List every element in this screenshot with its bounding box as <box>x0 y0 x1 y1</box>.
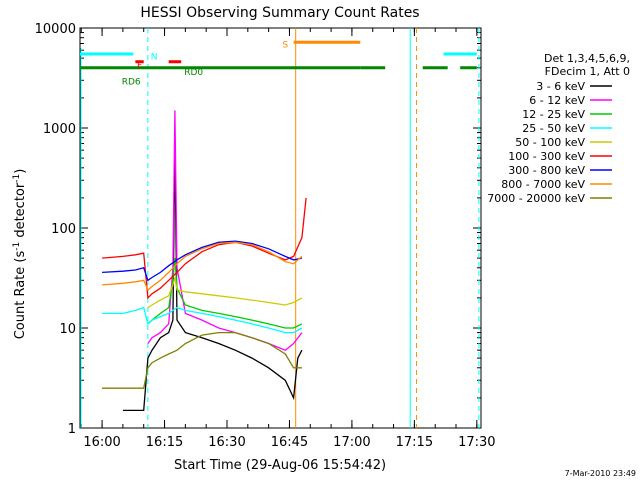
series-line <box>102 241 303 292</box>
y-tick-label: 10 <box>59 322 76 337</box>
plot-frame <box>79 27 482 429</box>
series-line <box>102 197 307 300</box>
legend-label: 25 - 50 keV <box>522 122 585 135</box>
x-tick-label: 16:15 <box>146 435 183 450</box>
legend: Det 1,3,4,5,6,9,FDecim 1, Att 0 3 - 6 keV… <box>487 52 630 205</box>
series-line <box>102 306 303 334</box>
legend-label: 12 - 25 keV <box>522 108 585 121</box>
status-label-n: N <box>151 53 158 63</box>
legend-header-line: Det 1,3,4,5,6,9, <box>544 52 630 65</box>
series-line <box>147 110 303 351</box>
series-line <box>102 240 303 282</box>
plot-area: 1 10 100 1000 10000 16:00 16:15 16:30 16:45 17:00… <box>35 22 496 450</box>
y-tick-label: 1000 <box>43 122 76 137</box>
legend-label: 300 - 800 keV <box>508 164 585 177</box>
status-label-rd0: RD0 <box>184 68 203 78</box>
legend-header-line: FDecim 1, Att 0 <box>545 65 630 78</box>
legend-label: 800 - 7000 keV <box>501 178 585 191</box>
status-label-rd6: RD6 <box>122 77 141 87</box>
chart-title: HESSI Observing Summary Count Rates <box>140 5 419 21</box>
x-tick-label: 17:00 <box>333 435 370 450</box>
series-line <box>102 331 302 389</box>
series-line <box>147 277 303 309</box>
x-tick-label: 16:30 <box>208 435 245 450</box>
legend-label: 6 - 12 keV <box>529 94 585 107</box>
y-axis-label-end: ) <box>13 169 28 174</box>
status-label-f: F <box>137 62 142 72</box>
x-tick-label: 17:15 <box>396 435 433 450</box>
y-axis-label-mid: detector <box>13 182 28 242</box>
footer-date: 7-Mar-2010 23:49 <box>565 469 636 478</box>
y-axis-label-main: Count Rate (s <box>13 251 28 340</box>
y-axis-label: Count Rate (s-1 detector-1) <box>12 169 28 340</box>
series-line <box>147 258 303 329</box>
y-tick-label: 100 <box>51 222 76 237</box>
y-tick-label: 10000 <box>35 22 76 37</box>
legend-label: 50 - 100 keV <box>515 136 585 149</box>
x-tick-label: 17:30 <box>458 435 495 450</box>
legend-label: 3 - 6 keV <box>536 80 585 93</box>
y-axis-label-sup2: -1 <box>12 174 22 183</box>
x-tick-label: 16:00 <box>83 435 120 450</box>
status-label-s: S <box>282 40 288 50</box>
legend-label: 7000 - 20000 keV <box>487 192 585 205</box>
y-axis-label-sup: -1 <box>12 242 22 251</box>
y-tick-label: 1 <box>68 422 76 437</box>
x-tick-label: 16:45 <box>271 435 308 450</box>
legend-label: 100 - 300 keV <box>508 150 585 163</box>
series-line <box>122 143 303 412</box>
x-axis-label: Start Time (29-Aug-06 15:54:42) <box>174 458 386 473</box>
